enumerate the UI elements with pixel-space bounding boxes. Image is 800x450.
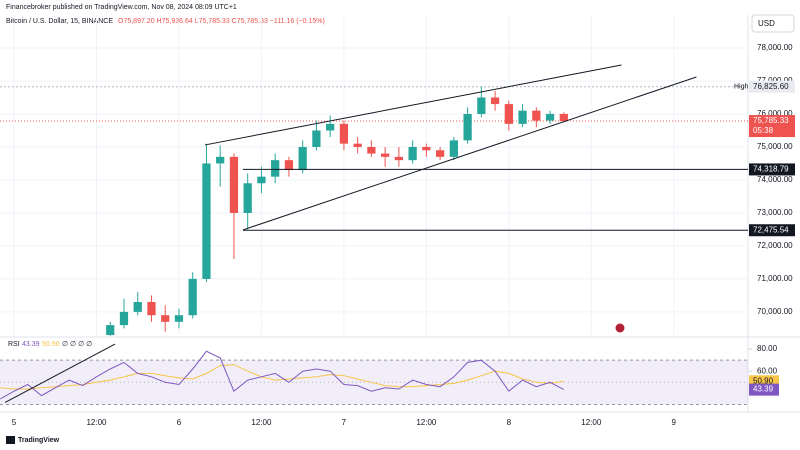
last-price-box (749, 115, 795, 138)
x-tick-label: 9 (672, 418, 677, 427)
candle-body (284, 160, 294, 171)
level-label: 72,475.54 (753, 225, 789, 234)
candle-body (257, 176, 266, 184)
candle-body (422, 146, 431, 151)
x-tick-label: 12:00 (251, 418, 272, 427)
ohlc: O75,897.20 H75,936.64 L75,785.33 C75,785… (118, 18, 325, 25)
candle-body (106, 325, 115, 335)
y-tick-label: 71,000.00 (757, 274, 793, 283)
candle-body (147, 302, 156, 316)
rsi-tick-label: 60.00 (757, 366, 778, 375)
y-tick-label: 76,000.00 (757, 109, 793, 118)
currency[interactable]: USD (758, 19, 775, 28)
candle-body (174, 315, 184, 322)
candle-body (326, 123, 335, 131)
candle-body (394, 156, 404, 161)
rsi-value-label: 43.39 (753, 385, 774, 394)
rsi-line (0, 350, 565, 400)
candle-body (271, 160, 280, 177)
candle-body (216, 156, 225, 164)
event-flag[interactable] (614, 322, 626, 334)
y-tick-label: 78,000.00 (757, 43, 793, 52)
x-tick-label: 5 (12, 418, 17, 427)
x-tick-label: 12:00 (416, 418, 437, 427)
candle-body (339, 123, 349, 144)
candle-body (229, 156, 239, 213)
rsi-value-box (749, 383, 779, 396)
candle-body (449, 140, 458, 157)
candle-body (435, 150, 445, 157)
candle-body (161, 315, 170, 322)
y-tick-label: 75,000.00 (757, 142, 793, 151)
countdown: 05:38 (753, 126, 774, 135)
logo (6, 436, 15, 444)
rsi-pane (0, 343, 748, 405)
candle-body (559, 113, 568, 122)
x-tick-label: 12:00 (86, 418, 107, 427)
high-label: 76,825.60 (753, 82, 789, 91)
x-tick-label: 6 (177, 418, 182, 427)
candle-body (119, 311, 129, 326)
rsi-trendline (4, 343, 116, 403)
candle-body (381, 153, 390, 157)
candle-body (532, 110, 541, 121)
candle-body (477, 97, 486, 114)
price-pane (0, 15, 748, 336)
high-label-box (749, 80, 795, 93)
candle-body (243, 183, 252, 213)
level-label-box (749, 163, 795, 176)
candle-body (367, 146, 376, 154)
candle-body (353, 143, 362, 147)
candle-body (408, 146, 417, 161)
axes: 70,000.00 71,000.00 72,000.00 73,000.00 74,0… (8, 43, 795, 427)
rsi-ma-line (0, 364, 564, 390)
rsi-title: RSI (8, 341, 20, 348)
candle-body (490, 97, 500, 105)
y-tick-label: 74,000.00 (757, 175, 793, 184)
y-tick-label: 77,000.00 (757, 76, 793, 85)
rsi-header-value: 43.39 (22, 341, 40, 348)
candle-body (463, 113, 472, 141)
candle-body (545, 113, 555, 121)
trendline (204, 64, 622, 146)
rsi-flags: ∅ ∅ ∅ ∅ (62, 341, 92, 348)
candle-body (133, 302, 142, 312)
x-tick-label: 12:00 (581, 418, 602, 427)
rsi-ma-label: 50.90 (753, 376, 774, 385)
symbol: Bitcoin / U.S. Dollar, 15, BINANCE (6, 18, 113, 25)
high-text: High (734, 84, 749, 91)
level-label: 74,318.79 (753, 165, 789, 174)
level-label-box (749, 224, 795, 237)
y-tick-label: 73,000.00 (757, 208, 793, 217)
candle-body (518, 110, 527, 124)
y-tick-label: 72,000.00 (757, 241, 793, 250)
currency-box[interactable] (751, 14, 795, 33)
candle-body (188, 278, 197, 316)
publisher: Financebroker published on TradingView.c… (6, 4, 237, 11)
candle-body (298, 146, 307, 171)
last-price-label: 75,785.33 (753, 116, 789, 125)
brand: TradingView (18, 437, 60, 444)
rsi-tick-label: 80.00 (757, 344, 778, 353)
candle-body (202, 163, 211, 279)
candle-body (312, 130, 321, 147)
x-tick-label: 8 (507, 418, 512, 427)
y-tick-label: 70,000.00 (757, 307, 793, 316)
x-tick-label: 7 (342, 418, 347, 427)
trendline (242, 76, 697, 231)
rsi-header-ma: 50.90 (42, 341, 60, 348)
candle-body (504, 104, 513, 124)
